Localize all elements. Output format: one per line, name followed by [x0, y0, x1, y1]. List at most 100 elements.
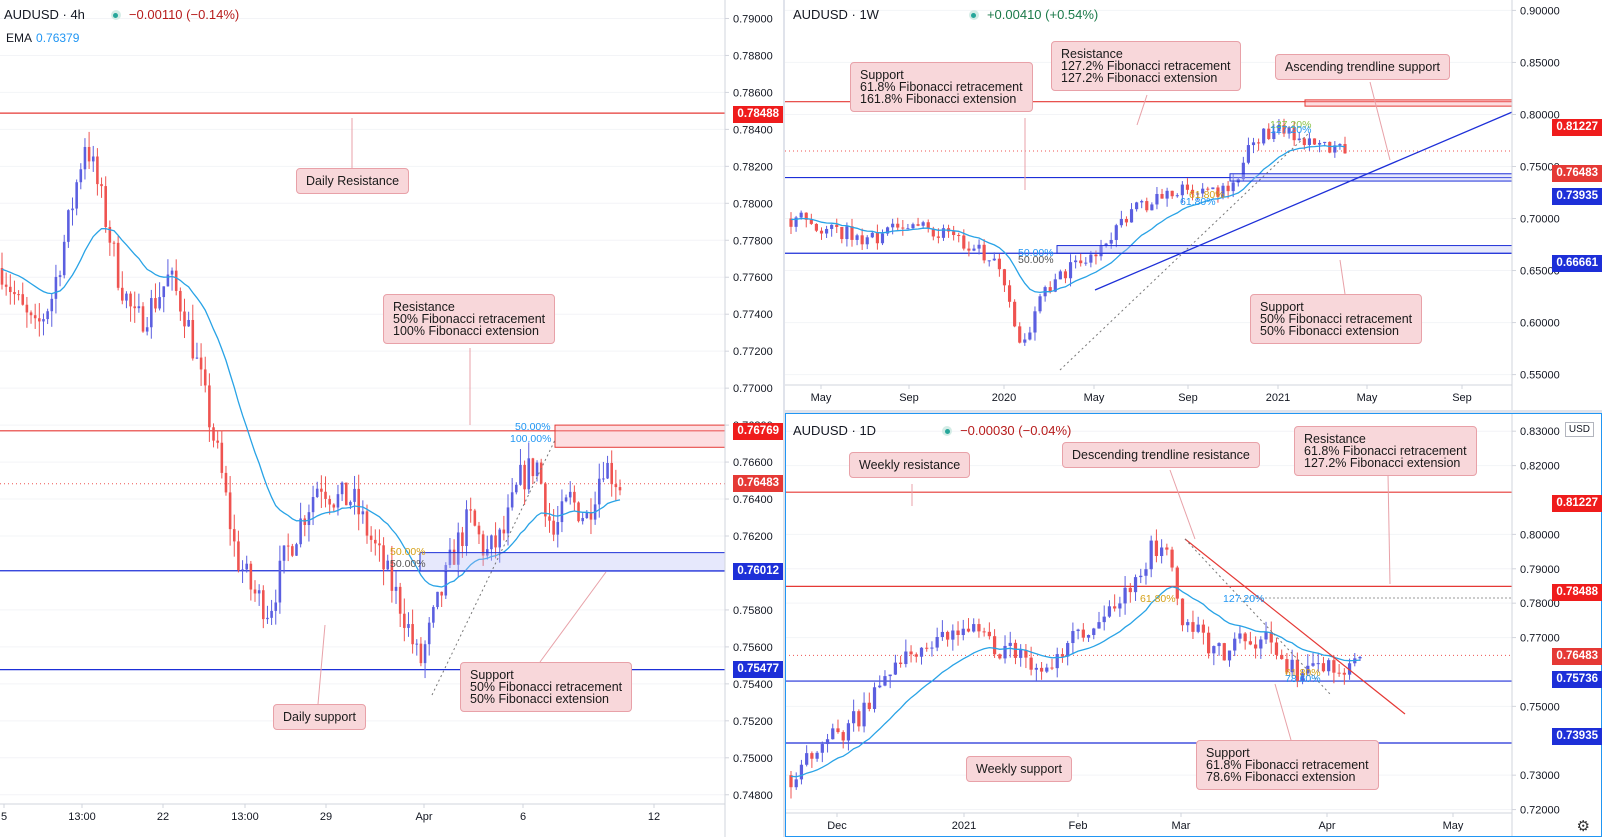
panel-separator-horizontal[interactable] [785, 410, 1602, 414]
candle-body [846, 723, 851, 741]
candle-body [1327, 660, 1331, 672]
candle-body [390, 560, 394, 591]
candle-body [556, 522, 560, 535]
candle-body [13, 292, 16, 295]
callout-pointer [1136, 94, 1148, 126]
candle-body [502, 529, 506, 534]
y-tick-label: 0.78400 [733, 124, 773, 136]
candle-body [104, 186, 107, 227]
candle-body [1053, 279, 1057, 292]
note-support[interactable]: Support 61.8% Fibonacci retracement 161.… [850, 62, 1033, 112]
candle-body [1206, 632, 1211, 654]
y-tick-label: 0.78000 [1520, 598, 1560, 610]
callout-pointer [1339, 259, 1346, 295]
candle-body [1019, 649, 1023, 658]
candle-body [1282, 124, 1286, 134]
candle-body [1212, 646, 1216, 654]
y-tick-label: 0.76600 [733, 457, 773, 469]
fib-zone [1304, 99, 1513, 107]
x-tick-label: 2021 [952, 820, 976, 832]
candle-body [1038, 296, 1042, 312]
note-resistance[interactable]: Resistance 127.2% Fibonacci retracement … [1051, 41, 1241, 91]
candle-body [1086, 635, 1091, 638]
candle-body [1311, 663, 1315, 666]
ema-legend[interactable]: EMA 0.76379 [6, 31, 79, 45]
x-tick-label: Sep [899, 392, 919, 404]
candle-body [906, 228, 910, 230]
chart-canvas-1d[interactable]: 61.80% 127.20%61.80%78.60% 0.830000.82000… [785, 414, 1602, 837]
candle-body [1113, 606, 1117, 609]
symbol-label[interactable]: AUDUSD · 4h [4, 7, 85, 22]
candle-body [187, 319, 190, 327]
note-resistance[interactable]: Resistance 61.8% Fibonacci retracement 1… [1294, 426, 1477, 476]
settings-gear-icon[interactable]: ⚙ [1576, 818, 1590, 835]
candle-body [1191, 622, 1195, 632]
note-daily-support[interactable]: Daily support [273, 704, 366, 730]
candle-body [1337, 672, 1341, 674]
candle-body [901, 227, 905, 229]
note-weekly-resistance[interactable]: Weekly resistance [849, 452, 971, 478]
note-resistance[interactable]: Resistance 50% Fibonacci retracement 100… [383, 294, 556, 344]
y-tick-label: 0.80000 [1520, 529, 1560, 541]
candle-body [9, 286, 12, 293]
candle-body [875, 232, 879, 244]
x-tick-label: Apr [1318, 820, 1335, 832]
candle-body [436, 591, 439, 608]
candle-body [473, 510, 477, 526]
market-status-icon [942, 426, 953, 436]
candle-body [303, 518, 307, 525]
chart-canvas-4h[interactable]: 50.00%100.00%50.00%50.00% 0.790000.78800… [0, 0, 783, 837]
candle-body [1201, 188, 1205, 194]
fib-label: 137.20% [1270, 119, 1311, 131]
price-change: −0.00030 (−0.04%) [960, 423, 1072, 438]
note-daily-resistance[interactable]: Daily Resistance [296, 168, 410, 194]
candle-body [1264, 631, 1268, 640]
candle-body [1023, 339, 1027, 343]
note-weekly-support[interactable]: Weekly support [966, 756, 1072, 782]
chart-panel-1d[interactable]: 61.80% 127.20% 61.80% 78.60% 0.83000 0.82000… [785, 414, 1602, 837]
x-tick-label: 13:00 [68, 811, 96, 823]
y-tick-label: 0.76400 [733, 494, 773, 506]
candle-body [270, 610, 273, 618]
note-support[interactable]: Support 50% Fibonacci retracement 50% Fi… [460, 662, 633, 712]
candle-body [535, 462, 539, 477]
chart-canvas-1w[interactable]: 137.20%127.20% 61.80%61.80% 50.00%50.00% 0… [785, 0, 1602, 410]
note-support[interactable]: Support 61.8% Fibonacci retracement 78.6… [1196, 740, 1379, 790]
y-tick-label: 0.78800 [733, 50, 773, 62]
candle-body [1128, 587, 1132, 593]
candle-body [183, 311, 186, 327]
candle-body [1170, 549, 1174, 568]
candle-body [602, 478, 605, 480]
x-tick-label: May [1084, 392, 1105, 404]
ascending-trendline [1094, 109, 1518, 291]
candle-body [191, 319, 195, 359]
candle-body [1165, 190, 1169, 199]
candle-body [1160, 547, 1164, 557]
note-support-50[interactable]: Support 50% Fibonacci retracement 50% Fi… [1250, 294, 1423, 344]
candle-body [888, 674, 892, 677]
candle-body [1274, 642, 1279, 655]
candle-body [249, 563, 253, 590]
candle-body [531, 458, 535, 477]
symbol-label[interactable]: AUDUSD · 1W [793, 7, 879, 22]
candle-body [527, 458, 531, 490]
y-tick-label: 0.85000 [1520, 57, 1560, 69]
note-ascending-trendline[interactable]: Ascending trendline support [1275, 54, 1450, 80]
currency-badge[interactable]: USD [1564, 422, 1594, 437]
candle-body [46, 311, 49, 320]
candle-body [560, 501, 564, 523]
candle-body [789, 218, 793, 227]
candle-body [962, 235, 966, 249]
chart-panel-1w[interactable]: 137.20% 127.20% 61.80% 61.80% 50.00% 50.00% 0… [785, 0, 1602, 410]
symbol-label[interactable]: AUDUSD · 1D [793, 423, 877, 438]
candle-body [481, 534, 485, 556]
panel-separator-vertical[interactable] [783, 0, 785, 837]
candle-body [365, 511, 369, 536]
y-tick-label: 0.82000 [1520, 461, 1560, 473]
note-descending-trendline[interactable]: Descending trendline resistance [1062, 442, 1260, 468]
chart-panel-4h[interactable]: 50.00% 100.00% 50.00% 50.00% 0.79000 0.78800… [0, 0, 783, 837]
candle-body [307, 512, 311, 525]
candle-body [120, 287, 124, 301]
x-tick-label: 12 [648, 811, 660, 823]
candle-body [581, 518, 584, 522]
